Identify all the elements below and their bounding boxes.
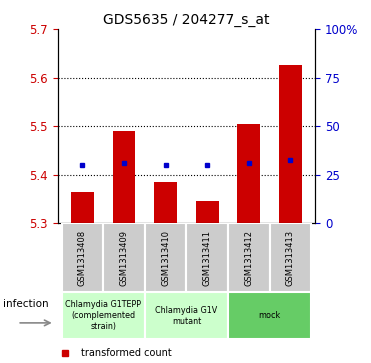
Text: transformed count: transformed count (81, 348, 171, 358)
Text: GSM1313411: GSM1313411 (203, 230, 212, 286)
Bar (154, 182, 177, 223)
Bar (103, 223, 145, 292)
Bar (62, 292, 145, 339)
Text: Chlamydia G1V
mutant: Chlamydia G1V mutant (155, 306, 217, 326)
Text: GSM1313408: GSM1313408 (78, 230, 87, 286)
Bar (145, 223, 187, 292)
Bar (71, 192, 94, 223)
Bar (228, 292, 311, 339)
Bar (270, 223, 311, 292)
Bar (279, 65, 302, 223)
Text: GSM1313410: GSM1313410 (161, 230, 170, 286)
Bar (196, 201, 219, 223)
Bar (228, 223, 270, 292)
Text: GSM1313413: GSM1313413 (286, 230, 295, 286)
Bar (237, 124, 260, 223)
Bar (113, 131, 135, 223)
Title: GDS5635 / 204277_s_at: GDS5635 / 204277_s_at (103, 13, 270, 26)
Text: mock: mock (259, 311, 281, 320)
Bar (62, 223, 103, 292)
Bar (145, 292, 228, 339)
Text: infection: infection (3, 299, 49, 309)
Bar (187, 223, 228, 292)
Text: GSM1313409: GSM1313409 (119, 230, 128, 286)
Text: Chlamydia G1TEPP
(complemented
strain): Chlamydia G1TEPP (complemented strain) (65, 300, 141, 331)
Text: GSM1313412: GSM1313412 (244, 230, 253, 286)
